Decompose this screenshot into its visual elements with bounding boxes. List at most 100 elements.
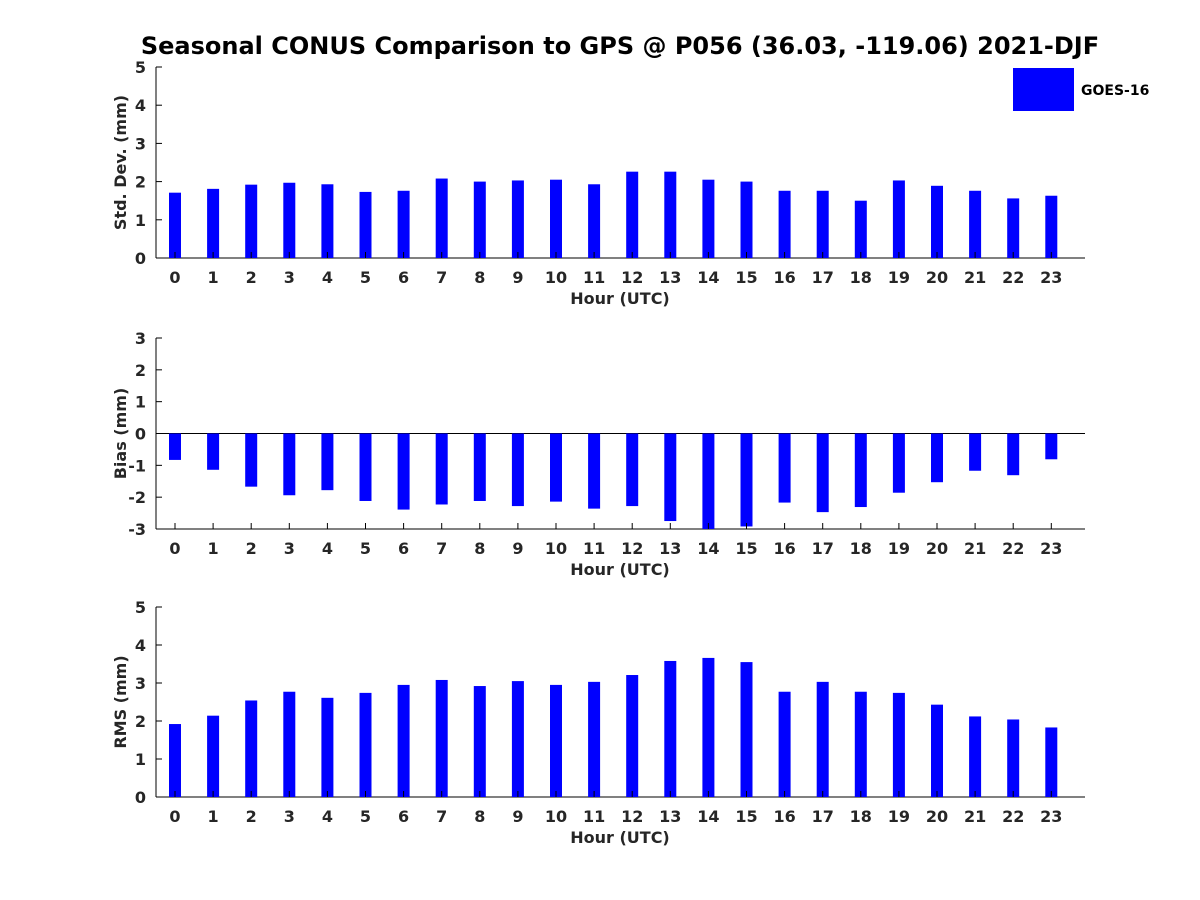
legend-label-goes-16: GOES-16	[1081, 83, 1149, 99]
std-dev-y-tick-label: 0	[135, 249, 146, 268]
rms-y-axis-label: RMS (mm)	[111, 655, 130, 748]
bias-x-tick-label: 22	[1002, 539, 1024, 558]
rms-bar-hour-8	[473, 686, 486, 797]
rms-y-tick-label: 0	[135, 788, 146, 807]
rms-bar-hour-6	[397, 684, 410, 797]
rms-bar-hour-2	[245, 700, 258, 797]
std-dev-bar-hour-14	[702, 179, 715, 258]
rms-x-tick-label: 15	[735, 807, 757, 826]
bias-bar-hour-13	[664, 433, 677, 522]
bias-x-tick-label: 20	[926, 539, 948, 558]
rms-bar-hour-4	[321, 697, 334, 797]
std-dev-y-tick-label: 1	[135, 211, 146, 230]
bias-x-tick-label: 14	[697, 539, 719, 558]
std-dev-x-tick-label: 23	[1040, 268, 1062, 287]
rms-x-tick-label: 4	[322, 807, 333, 826]
std-dev-y-axis-label: Std. Dev. (mm)	[111, 95, 130, 230]
rms-x-tick-label: 11	[583, 807, 605, 826]
rms-bar-hour-16	[778, 691, 791, 797]
bias-x-tick-label: 19	[888, 539, 910, 558]
bias-bar-hour-12	[626, 433, 639, 507]
bias-x-tick-label: 3	[284, 539, 295, 558]
std-dev-bar-hour-17	[816, 190, 829, 258]
rms-bar-hour-19	[892, 692, 905, 797]
std-dev-x-tick-label: 14	[697, 268, 719, 287]
bias-bar-hour-19	[892, 433, 905, 493]
std-dev-bar-hour-12	[626, 171, 639, 258]
rms-x-tick-label: 18	[850, 807, 872, 826]
bias-y-tick-label: 1	[135, 393, 146, 412]
rms-x-tick-label: 17	[812, 807, 834, 826]
std-dev-bar-hour-7	[435, 178, 448, 258]
bias-bar-hour-6	[397, 433, 410, 510]
bias-bar-hour-1	[207, 433, 220, 470]
bias-x-tick-label: 0	[169, 539, 180, 558]
rms-x-tick-label: 23	[1040, 807, 1062, 826]
rms-x-tick-label: 5	[360, 807, 371, 826]
bias-bar-hour-14	[702, 433, 715, 529]
rms-x-tick-label: 20	[926, 807, 948, 826]
rms-y-tick-label: 3	[135, 674, 146, 693]
rms-bar-hour-20	[931, 704, 943, 797]
rms-y-tick-label: 5	[135, 598, 146, 617]
bias-bar-hour-11	[588, 433, 601, 509]
rms-bar-hour-10	[550, 684, 562, 797]
std-dev-bar-hour-9	[511, 180, 524, 258]
rms-bar-hour-18	[854, 691, 867, 797]
bias-bar-hour-3	[283, 433, 296, 496]
bias-bar-hour-0	[169, 433, 181, 460]
bias-x-tick-label: 10	[545, 539, 567, 558]
rms-x-tick-label: 10	[545, 807, 567, 826]
rms-bar-hour-12	[626, 675, 639, 797]
std-dev-bar-hour-5	[359, 191, 372, 258]
bias-x-tick-label: 1	[208, 539, 219, 558]
std-dev-bar-hour-8	[473, 181, 486, 258]
std-dev-bar-hour-3	[283, 182, 296, 258]
rms-y-tick-label: 1	[135, 750, 146, 769]
rms-y-tick-label: 4	[135, 636, 146, 655]
legend-swatch-goes-16	[1013, 68, 1074, 111]
rms-bar-hour-17	[816, 681, 829, 797]
bias-x-tick-label: 13	[659, 539, 681, 558]
std-dev-x-tick-label: 13	[659, 268, 681, 287]
std-dev-bar-hour-18	[854, 200, 867, 258]
std-dev-x-tick-label: 9	[512, 268, 523, 287]
rms-x-tick-label: 12	[621, 807, 643, 826]
bias-y-tick-label: 3	[135, 329, 146, 348]
std-dev-bar-hour-1	[207, 188, 220, 258]
std-dev-bar-hour-19	[892, 180, 905, 258]
rms-bar-hour-11	[588, 681, 601, 797]
std-dev-y-tick-label: 5	[135, 58, 146, 77]
bias-x-tick-label: 6	[398, 539, 409, 558]
std-dev-x-tick-label: 8	[474, 268, 485, 287]
std-dev-x-tick-label: 4	[322, 268, 333, 287]
std-dev-bar-hour-2	[245, 184, 258, 258]
bias-bar-hour-20	[931, 433, 943, 483]
rms-x-tick-label: 9	[512, 807, 523, 826]
rms-bar-hour-14	[702, 657, 715, 797]
std-dev-x-tick-label: 6	[398, 268, 409, 287]
std-dev-x-tick-label: 7	[436, 268, 447, 287]
std-dev-x-tick-label: 2	[246, 268, 257, 287]
std-dev-x-tick-label: 22	[1002, 268, 1024, 287]
rms-x-axis-label: Hour (UTC)	[570, 828, 670, 847]
std-dev-y-tick-label: 3	[135, 134, 146, 153]
std-dev-bar-hour-23	[1045, 195, 1058, 258]
bias-x-tick-label: 9	[512, 539, 523, 558]
std-dev-x-tick-label: 3	[284, 268, 295, 287]
bias-x-tick-label: 15	[735, 539, 757, 558]
bias-x-tick-label: 23	[1040, 539, 1062, 558]
rms-bar-hour-15	[740, 662, 753, 797]
legend: GOES-16	[1013, 68, 1149, 111]
bias-bar-hour-4	[321, 433, 334, 491]
rms-x-tick-label: 16	[773, 807, 795, 826]
bias-y-tick-label: -3	[128, 520, 146, 539]
std-dev-y-tick-label: 4	[135, 96, 146, 115]
std-dev-x-tick-label: 1	[208, 268, 219, 287]
std-dev-x-tick-label: 19	[888, 268, 910, 287]
bias-y-tick-label: 0	[135, 425, 146, 444]
bias-bar-hour-2	[245, 433, 258, 487]
bias-x-tick-label: 4	[322, 539, 333, 558]
